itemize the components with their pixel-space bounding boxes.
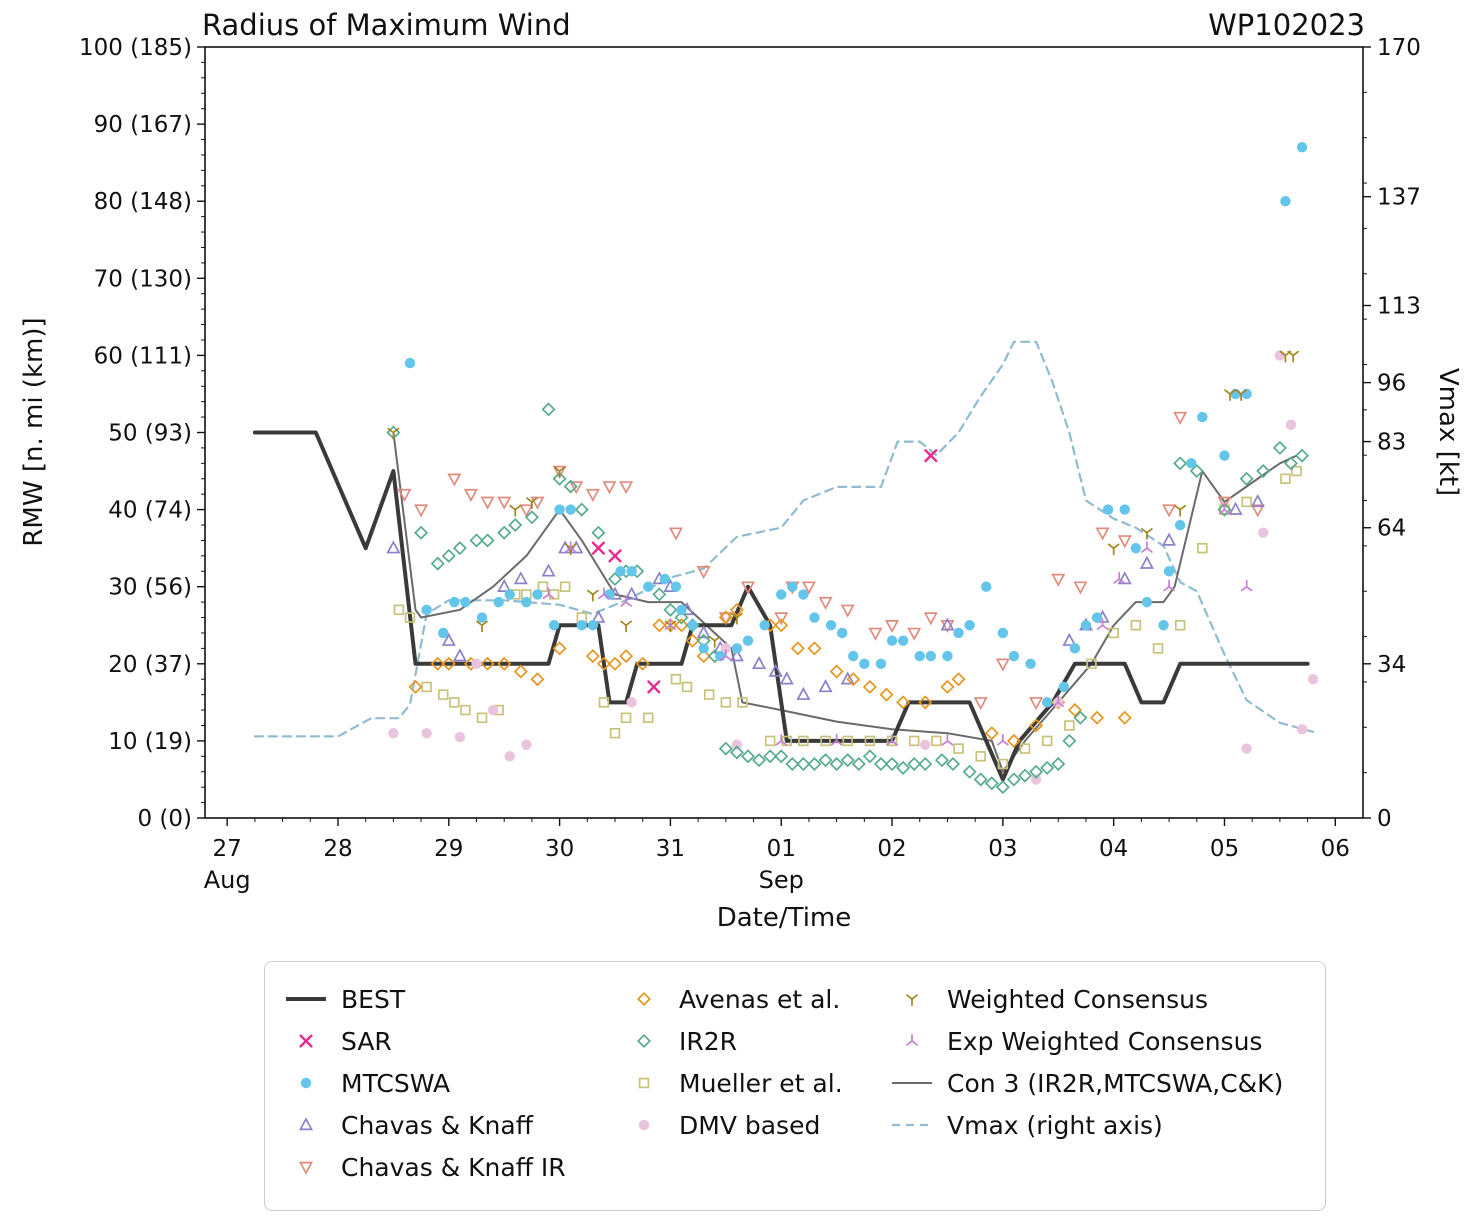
legend-label: Vmax (right axis) xyxy=(947,1110,1163,1140)
svg-text:30: 30 xyxy=(545,836,574,862)
svg-text:70 (130): 70 (130) xyxy=(94,266,192,292)
legend-item-sar: SAR xyxy=(283,1020,621,1062)
plot-frame xyxy=(204,46,1364,819)
series-avenas-et-al xyxy=(408,602,1132,748)
series-mtcswa xyxy=(404,142,1308,708)
legend-marker-icon-mtcswa xyxy=(300,1077,312,1089)
svg-text:90 (167): 90 (167) xyxy=(94,112,192,138)
legend-item-vmax-right-axis: Vmax (right axis) xyxy=(889,1104,1283,1146)
svg-text:05: 05 xyxy=(1210,836,1239,862)
svg-text:04: 04 xyxy=(1099,836,1128,862)
svg-text:20 (37): 20 (37) xyxy=(108,652,192,678)
svg-text:40 (74): 40 (74) xyxy=(108,498,192,524)
legend-label: MTCSWA xyxy=(341,1068,451,1098)
legend-item-chavas-knaff-ir: Chavas & Knaff IR xyxy=(283,1146,621,1188)
svg-text:0: 0 xyxy=(1377,806,1392,832)
legend-line-swatch-best xyxy=(286,997,326,1001)
legend-marker-icon-sar xyxy=(299,1034,313,1048)
legend-item-ir2r: IR2R xyxy=(621,1020,889,1062)
svg-text:64: 64 xyxy=(1377,516,1406,542)
series-vmax-right-axis xyxy=(253,340,1315,738)
svg-text:Sep: Sep xyxy=(759,866,804,894)
legend-marker-icon-dmv-based xyxy=(638,1119,650,1131)
legend-item-mueller-et-al: Mueller et al. xyxy=(621,1062,889,1104)
legend-line-swatch-vmax-right-axis xyxy=(892,1123,932,1127)
legend-label: Exp Weighted Consensus xyxy=(947,1026,1263,1056)
legend-label: IR2R xyxy=(679,1026,738,1056)
legend-column: BEST SAR MTCSWA Chavas & Knaff Chavas & Knaf… xyxy=(283,978,621,1210)
legend: BEST SAR MTCSWA Chavas & Knaff Chavas & Knaf… xyxy=(264,961,1326,1211)
legend-marker-icon-exp-weighted-consensus xyxy=(906,1033,918,1046)
svg-text:80 (148): 80 (148) xyxy=(94,189,192,215)
svg-text:137: 137 xyxy=(1377,185,1421,211)
svg-text:02: 02 xyxy=(877,836,906,862)
legend-label: DMV based xyxy=(679,1110,821,1140)
svg-text:31: 31 xyxy=(656,836,685,862)
legend-column: Avenas et al. IR2R Mueller et al. DMV based xyxy=(621,978,889,1210)
legend-marker-icon-mueller-et-al xyxy=(638,1077,650,1089)
svg-text:03: 03 xyxy=(988,836,1017,862)
legend-label: Chavas & Knaff IR xyxy=(341,1152,566,1182)
legend-label: Chavas & Knaff xyxy=(341,1110,533,1140)
svg-text:29: 29 xyxy=(434,836,463,862)
legend-item-weighted-consensus: Weighted Consensus xyxy=(889,978,1283,1020)
y-axis-right: 0 34 64 83 96 113 137 170 xyxy=(1363,35,1421,832)
legend-line-swatch-con-3-ir2r-mtcswa-c-k xyxy=(892,1082,932,1084)
svg-text:01: 01 xyxy=(767,836,796,862)
svg-text:34: 34 xyxy=(1377,652,1406,678)
svg-text:50 (93): 50 (93) xyxy=(108,421,192,447)
legend-label: BEST xyxy=(341,984,406,1014)
svg-text:30 (56): 30 (56) xyxy=(108,575,192,601)
legend-label: Avenas et al. xyxy=(679,984,841,1014)
svg-text:0 (0): 0 (0) xyxy=(137,806,192,832)
legend-marker-icon-chavas-knaff xyxy=(298,1117,314,1131)
chart-title: Radius of Maximum Wind xyxy=(202,8,571,42)
svg-text:28: 28 xyxy=(323,836,352,862)
legend-item-mtcswa: MTCSWA xyxy=(283,1062,621,1104)
series-best xyxy=(252,430,1310,782)
svg-text:113: 113 xyxy=(1377,294,1421,320)
legend-item-con-3-ir2r-mtcswa-c-k: Con 3 (IR2R,MTCSWA,C&K) xyxy=(889,1062,1283,1104)
series-exp-weighted-consensus xyxy=(542,502,1253,746)
svg-text:06: 06 xyxy=(1321,836,1350,862)
x-axis-label: Date/Time xyxy=(716,903,852,933)
legend-marker-icon-ir2r xyxy=(636,1033,652,1049)
legend-item-dmv-based: DMV based xyxy=(621,1104,889,1146)
legend-label: Con 3 (IR2R,MTCSWA,C&K) xyxy=(947,1068,1284,1098)
series-dmv-based xyxy=(388,350,1319,785)
legend-label: Weighted Consensus xyxy=(947,984,1209,1014)
svg-text:100 (185): 100 (185) xyxy=(79,35,192,61)
legend-marker-icon-chavas-knaff-ir xyxy=(298,1161,314,1175)
svg-text:27: 27 xyxy=(213,836,242,862)
legend-item-exp-weighted-consensus: Exp Weighted Consensus xyxy=(889,1020,1283,1062)
svg-text:Aug: Aug xyxy=(204,866,251,894)
legend-item-chavas-knaff: Chavas & Knaff xyxy=(283,1104,621,1146)
legend-marker-icon-avenas-et-al xyxy=(636,991,652,1007)
x-axis: 27 28 29 30 31 01 02 03 04 05 06 Aug Sep xyxy=(204,818,1350,894)
legend-item-avenas-et-al: Avenas et al. xyxy=(621,978,889,1020)
svg-text:96: 96 xyxy=(1377,371,1406,397)
legend-marker-icon-weighted-consensus xyxy=(906,994,918,1007)
storm-id: WP102023 xyxy=(1208,8,1365,42)
svg-text:83: 83 xyxy=(1377,430,1406,456)
legend-label: SAR xyxy=(341,1026,392,1056)
series-sar xyxy=(591,449,938,694)
svg-text:60 (111): 60 (111) xyxy=(94,343,192,369)
svg-text:170: 170 xyxy=(1377,35,1421,61)
legend-column: Weighted Consensus Exp Weighted Consensus… xyxy=(889,978,1283,1210)
legend-item-best: BEST xyxy=(283,978,621,1020)
legend-label: Mueller et al. xyxy=(679,1068,843,1098)
y-axis-left: 0 (0) 10 (19) 20 (37) 30 (56) 40 (74) 50 (93)… xyxy=(79,35,205,832)
svg-text:10 (19): 10 (19) xyxy=(108,729,192,755)
